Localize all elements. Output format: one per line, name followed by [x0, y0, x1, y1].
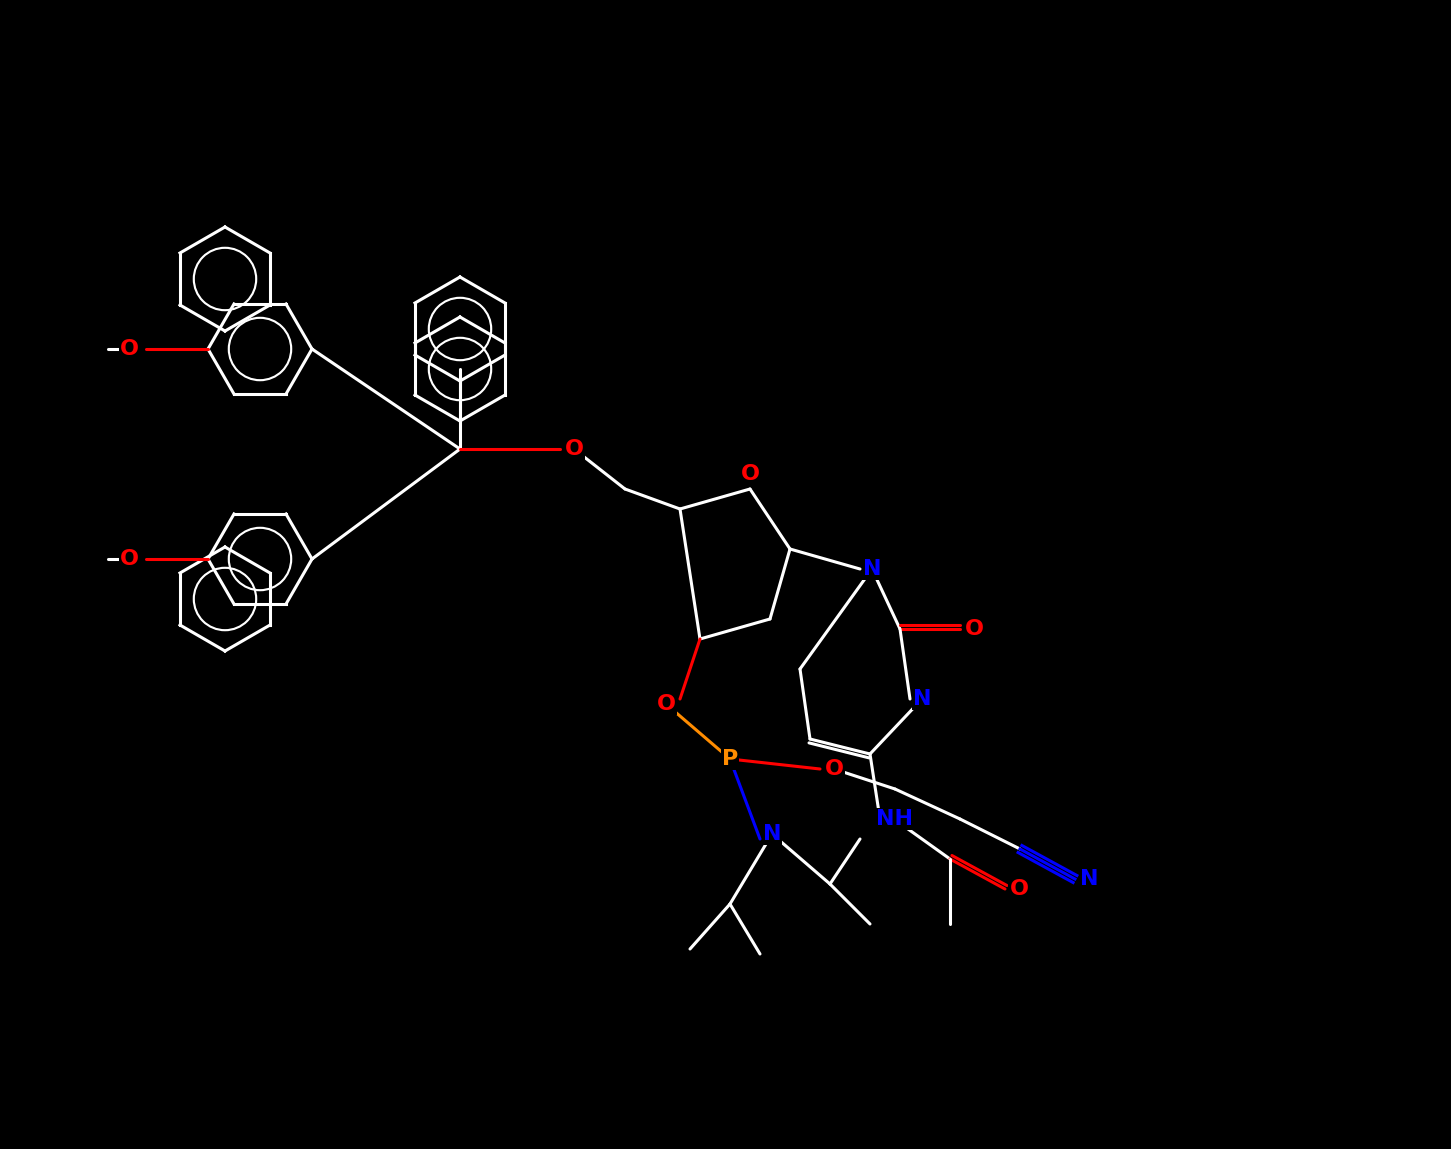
Text: O: O	[1010, 879, 1029, 899]
Text: N: N	[1080, 869, 1098, 889]
Text: O: O	[120, 339, 139, 358]
Text: N: N	[763, 824, 781, 845]
Text: O: O	[120, 549, 139, 569]
Text: O: O	[740, 464, 759, 484]
Text: O: O	[564, 439, 583, 458]
Text: N: N	[913, 689, 932, 709]
Text: O: O	[965, 619, 984, 639]
Text: N: N	[863, 560, 881, 579]
Text: O: O	[824, 759, 843, 779]
Text: NH: NH	[875, 809, 913, 828]
Text: O: O	[656, 694, 676, 714]
Text: P: P	[723, 749, 739, 769]
